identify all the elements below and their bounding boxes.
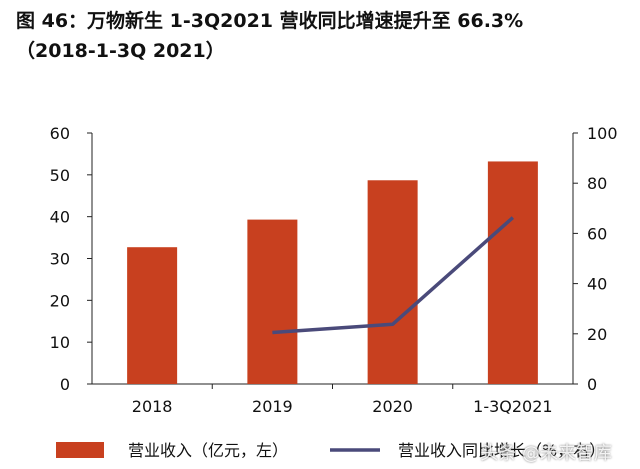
legend-bar-swatch bbox=[56, 442, 104, 458]
left-tick-label: 50 bbox=[50, 166, 70, 185]
bar bbox=[127, 247, 178, 384]
bar bbox=[367, 180, 418, 384]
x-tick-label: 2018 bbox=[132, 397, 173, 416]
watermark: 头条 @未来智库 bbox=[480, 443, 612, 464]
left-tick-label: 0 bbox=[60, 375, 70, 394]
legend-line-label: 营业收入同比增长（%，右） bbox=[398, 441, 605, 460]
chart-title: 图 46：万物新生 1-3Q2021 营收同比增速提升至 66.3% （2018… bbox=[16, 6, 626, 66]
left-tick-label: 40 bbox=[50, 208, 70, 227]
left-tick-label: 20 bbox=[50, 291, 70, 310]
legend-bar-label: 营业收入（亿元，左） bbox=[128, 441, 288, 460]
x-tick-label: 2019 bbox=[252, 397, 293, 416]
title-line-2: （2018-1-3Q 2021） bbox=[16, 40, 225, 62]
right-tick-label: 40 bbox=[587, 275, 607, 294]
left-tick-label: 30 bbox=[50, 250, 70, 269]
right-tick-label: 60 bbox=[587, 224, 607, 243]
right-tick-label: 80 bbox=[587, 174, 607, 193]
title-line-1: 图 46：万物新生 1-3Q2021 营收同比增速提升至 66.3% bbox=[16, 10, 524, 32]
left-tick-label: 10 bbox=[50, 333, 70, 352]
right-tick-label: 0 bbox=[587, 375, 597, 394]
bar bbox=[247, 219, 298, 384]
bar bbox=[487, 161, 538, 384]
left-tick-label: 60 bbox=[50, 124, 70, 143]
x-tick-label: 1-3Q2021 bbox=[473, 397, 552, 416]
right-tick-label: 20 bbox=[587, 325, 607, 344]
x-tick-label: 2020 bbox=[372, 397, 413, 416]
right-tick-label: 100 bbox=[587, 124, 618, 143]
